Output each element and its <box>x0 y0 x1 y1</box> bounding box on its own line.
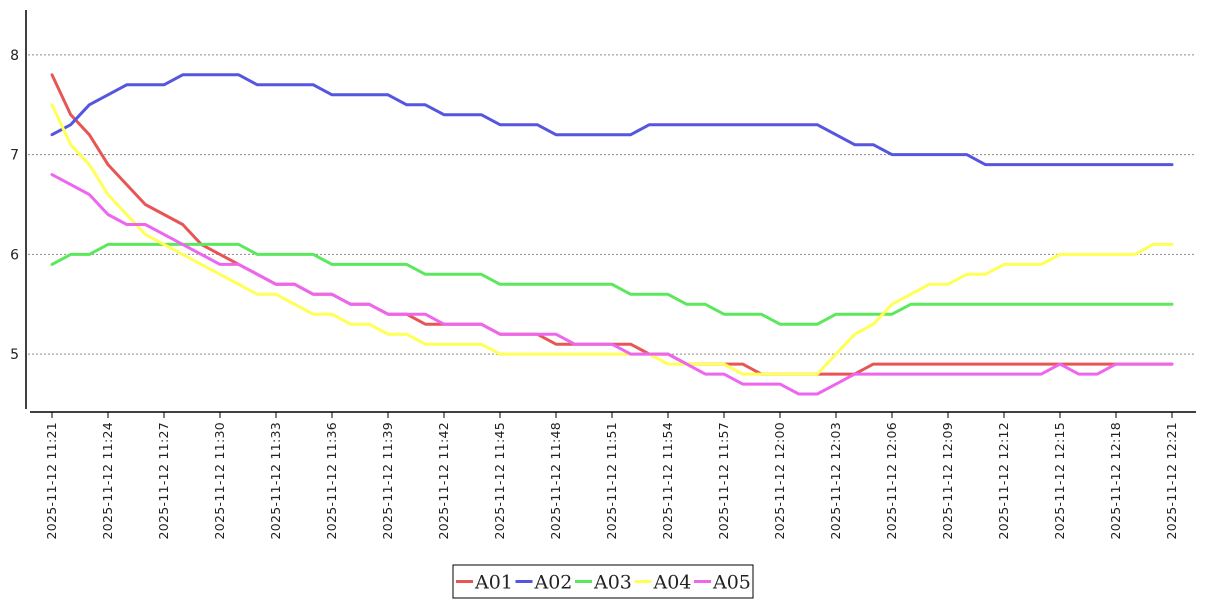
legend-label-a03: A03 <box>593 572 632 594</box>
legend-label-a04: A04 <box>653 572 692 594</box>
x-tick-label: 2025-11-12 12:03 <box>828 422 843 539</box>
x-tick-label: 2025-11-12 11:33 <box>268 422 283 539</box>
x-tick-label: 2025-11-12 11:54 <box>660 422 675 539</box>
x-tick-label: 2025-11-12 11:42 <box>436 422 451 539</box>
legend-label-a05: A05 <box>712 572 751 594</box>
x-tick-label: 2025-11-12 11:39 <box>380 422 395 539</box>
x-tick-label: 2025-11-12 11:27 <box>156 422 171 539</box>
x-tick-label: 2025-11-12 11:21 <box>44 422 59 539</box>
x-tick-label: 2025-11-12 12:18 <box>1108 422 1123 539</box>
x-tick-label: 2025-11-12 11:45 <box>492 422 507 539</box>
x-tick-label: 2025-11-12 12:06 <box>884 422 899 539</box>
y-tick-label: 6 <box>10 247 19 263</box>
x-tick-label: 2025-11-12 11:36 <box>324 422 339 539</box>
series-line-a01 <box>50 73 1174 376</box>
x-tick-label: 2025-11-12 12:09 <box>940 422 955 539</box>
y-tick-label: 7 <box>10 148 19 164</box>
series-line-a05 <box>50 173 1174 396</box>
y-tick-label: 5 <box>10 347 19 363</box>
x-tick-label: 2025-11-12 12:12 <box>996 422 1011 539</box>
x-tick-label: 2025-11-12 12:00 <box>772 422 787 539</box>
x-tick-label: 2025-11-12 11:51 <box>604 422 619 539</box>
legend-label-a02: A02 <box>534 572 573 594</box>
legend-label-a01: A01 <box>474 572 513 594</box>
x-axis-ticks: 2025-11-12 11:21 2025-11-12 11:24 2025-11-… <box>44 412 1179 539</box>
x-tick-label: 2025-11-12 11:48 <box>548 422 563 539</box>
legend: A01 A02 A03 A04 A05 <box>452 564 754 599</box>
grid-lines <box>28 54 1196 355</box>
y-axis-ticks: 5 6 7 8 <box>10 48 19 363</box>
x-tick-label: 2025-11-12 12:15 <box>1052 422 1067 539</box>
x-tick-label: 2025-11-12 11:57 <box>716 422 731 539</box>
x-tick-label: 2025-11-12 12:21 <box>1164 422 1179 539</box>
x-tick-label: 2025-11-12 11:30 <box>212 422 227 539</box>
series-line-a04 <box>50 103 1174 376</box>
x-tick-label: 2025-11-12 11:24 <box>100 422 115 539</box>
series-line-a02 <box>50 73 1174 167</box>
series-line-a03 <box>50 242 1174 326</box>
series-lines <box>50 73 1174 396</box>
y-tick-label: 8 <box>10 48 19 64</box>
